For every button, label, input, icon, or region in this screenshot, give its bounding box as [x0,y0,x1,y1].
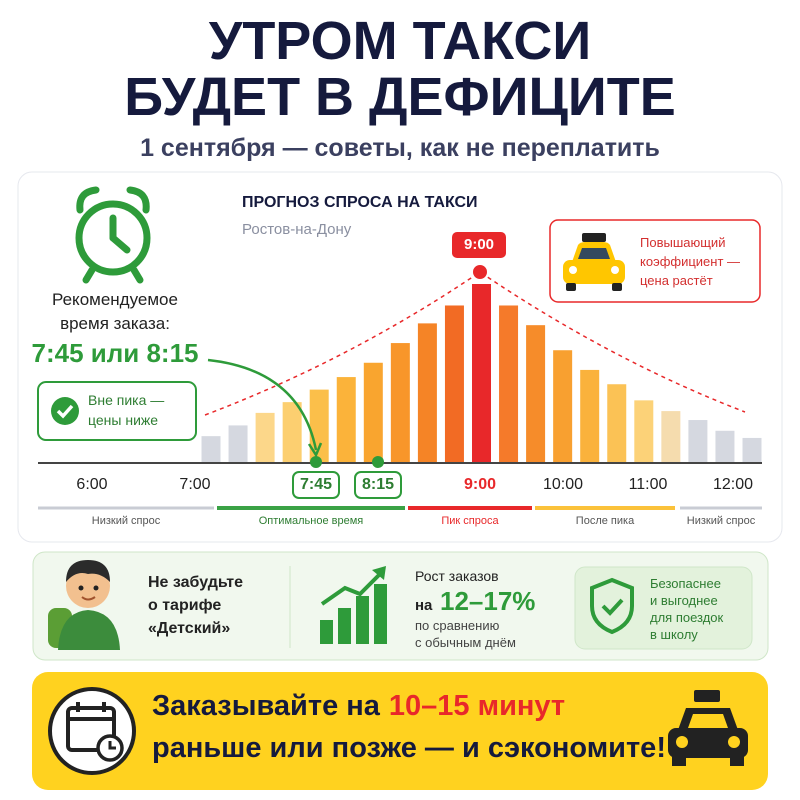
time-box [354,471,402,499]
phase-label: Низкий спрос [91,515,161,527]
x-tick-label: 10:00 [542,476,584,493]
x-tick-label: 12:00 [712,476,754,493]
point-815 [372,456,384,468]
reco-label: время заказа: [60,314,170,333]
tip-text: с обычным днём [415,635,516,650]
tip-text: о тарифе [148,597,222,614]
shield-check [601,598,624,616]
bar [607,384,627,463]
bar [715,430,735,463]
x-tick-label: 8:15 [361,476,395,493]
bar [417,323,437,463]
banner-taxi-icon [668,690,748,766]
growth-icon [320,566,387,644]
phase-label: После пика [575,515,635,527]
shield-icon [590,577,634,635]
banner [32,672,768,790]
check-icon [51,397,79,425]
tip-text: «Детский» [148,620,231,637]
growth-value: 12–17% [440,586,536,616]
phase-label: Оптимальное время [258,515,364,527]
banner-highlight: 10–15 минут [388,690,566,722]
offpeak-badge [37,381,197,441]
bar [444,305,464,463]
bar [553,350,573,463]
tip-text: Рост заказов [415,568,499,584]
bar [390,343,410,463]
x-tick-label: 9:00 [463,476,497,493]
bar [228,425,248,463]
bars [201,284,762,463]
kid-icon [48,560,120,650]
peak-dot [471,263,489,281]
bar [336,377,356,463]
point-745 [310,456,322,468]
peak-note: Повышающий [640,235,726,250]
check-mark [56,404,74,419]
arrow [207,358,318,451]
trend-curve [204,271,746,416]
bar [363,362,383,463]
tip-text: на [415,597,433,614]
bar [499,305,519,463]
reco-label: Рекомендуемое [52,290,178,309]
peak-note: коэффициент — [640,254,741,269]
banner-line: раньше или позже — и сэкономите! [152,732,666,764]
badge-text: Вне пика — [88,392,165,408]
tip-text: в школу [650,627,698,642]
bar [201,436,221,463]
bar [742,437,762,463]
badge-text: цены ниже [88,412,159,428]
title: УТРОМ ТАКСИ [208,11,592,71]
phase-label: Пик спроса [441,515,499,527]
chart-subtitle: Ростов-на-Дону [242,221,352,238]
clock-icon [75,186,151,284]
x-tick-label: 11:00 [628,476,668,493]
arrow-head [307,442,323,458]
x-tick-label: 6:00 [76,476,108,493]
peak-label: 9:00 [463,236,495,253]
bar [661,411,681,463]
bar [688,420,708,463]
tip-text: Безопаснее [650,576,721,591]
time-box [292,471,340,499]
bar [309,389,329,463]
x-tick-label: 7:00 [179,476,211,493]
bar [580,369,600,463]
reco-times: 7:45 или 8:15 [31,338,199,368]
bar [472,284,491,463]
peak-label-box [452,232,506,258]
calendar-icon [48,687,136,775]
x-tick-label: 7:45 [299,476,333,493]
tip-text: Не забудьте [148,574,244,591]
phase-label: Низкий спрос [686,515,756,527]
tip-text: для поездок [650,610,724,625]
bar [526,325,546,463]
title: БУДЕТ В ДЕФИЦИТЕ [124,67,676,127]
chart-title: ПРОГНОЗ СПРОСА НА ТАКСИ [242,194,478,211]
bar [634,400,654,463]
bar [255,412,275,463]
subtitle: 1 сентября — советы, как не переплатить [140,134,660,162]
bar [282,402,302,463]
banner-text: Заказывайте на [152,690,380,722]
taxi-icon [563,233,625,291]
banner-line: Заказывайте на 10–15 минут [152,690,565,723]
peak-note: цена растёт [640,273,713,288]
tip-text: и выгоднее [650,593,718,608]
tip-text: по сравнению [415,618,500,633]
